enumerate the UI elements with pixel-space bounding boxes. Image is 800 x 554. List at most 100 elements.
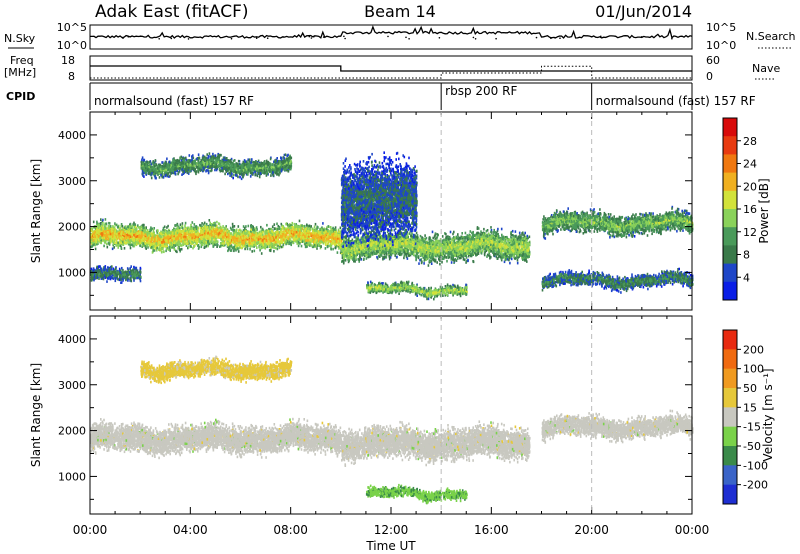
echo-cell <box>264 243 266 246</box>
echo-cell <box>331 242 333 245</box>
echo-cell <box>297 226 299 229</box>
echo-cell <box>227 238 229 241</box>
echo-cell <box>296 231 298 234</box>
echo-cell <box>96 228 98 231</box>
echo-cell <box>189 233 191 236</box>
echo-cell <box>315 223 317 226</box>
echo-cell <box>211 234 213 237</box>
echo-cell <box>110 225 112 228</box>
echo-cell <box>117 246 119 249</box>
echo-cell <box>132 225 134 228</box>
echo-cell <box>187 242 189 245</box>
echo-cell <box>97 232 99 235</box>
echo-cell <box>318 230 320 233</box>
freq-label-line2: [MHz] <box>4 66 36 79</box>
echo-cell <box>247 248 249 251</box>
echo-cell <box>115 244 117 247</box>
echo-cell <box>124 226 126 229</box>
echo-cell <box>210 236 212 239</box>
echo-cell <box>268 242 270 245</box>
echo-cell <box>133 240 135 243</box>
echo-cell <box>289 234 291 237</box>
echo-cell <box>97 241 99 244</box>
echo-cell <box>184 225 186 228</box>
echo-cell <box>142 224 144 227</box>
echo-cell <box>318 244 320 247</box>
echo-cell <box>188 227 190 230</box>
echo-cell <box>119 241 121 244</box>
echo-cell <box>322 241 324 244</box>
echo-cell <box>103 237 105 240</box>
echo-cell <box>254 250 256 253</box>
echo-cell <box>313 232 315 235</box>
echo-cell <box>214 241 216 244</box>
echo-cell <box>258 238 260 241</box>
echo-cell <box>331 239 333 242</box>
echo-cell <box>231 244 233 247</box>
echo-cell <box>127 225 129 228</box>
echo-cell <box>196 238 198 241</box>
echo-cell <box>330 245 332 248</box>
echo-cell <box>251 250 253 253</box>
echo-cell <box>249 239 251 242</box>
echo-cell <box>167 225 169 228</box>
echo-cell <box>335 239 337 242</box>
echo-cell <box>294 223 296 226</box>
echo-cell <box>320 245 322 248</box>
echo-cell <box>179 248 181 251</box>
echo-cell <box>300 236 302 239</box>
echo-cell <box>315 235 317 238</box>
nsearch-tick-bottom: 10^0 <box>706 39 736 52</box>
echo-cell <box>109 229 111 232</box>
echo-cell <box>296 242 298 245</box>
echo-cell <box>137 235 139 238</box>
echo-cell <box>234 225 236 228</box>
nsearch-point <box>600 36 602 38</box>
echo-cell <box>335 234 337 237</box>
echo-cell <box>141 234 143 237</box>
echo-cell <box>244 244 246 247</box>
echo-cell <box>262 239 264 242</box>
echo-cell <box>165 250 167 253</box>
echo-cell <box>90 246 92 249</box>
echo-cell <box>285 241 287 244</box>
echo-cell <box>281 246 283 249</box>
echo-cell <box>130 247 132 250</box>
echo-cell <box>185 229 187 232</box>
echo-cell <box>199 240 201 243</box>
echo-cell <box>310 233 312 236</box>
echo-cell <box>91 239 93 242</box>
echo-cell <box>325 230 327 233</box>
echo-cell <box>113 242 115 245</box>
echo-cell <box>156 249 158 252</box>
nsearch-point <box>122 37 124 39</box>
echo-cell <box>277 237 279 240</box>
echo-cell <box>92 244 94 247</box>
echo-cell <box>109 222 111 225</box>
echo-cell <box>219 235 221 238</box>
echo-cell <box>236 230 238 233</box>
echo-cell <box>327 242 329 245</box>
echo-cell <box>143 242 145 245</box>
nsearch-point <box>408 38 410 40</box>
echo-cell <box>207 229 209 232</box>
echo-cell <box>258 236 260 239</box>
echo-cell <box>173 237 175 240</box>
nsearch-point <box>495 38 497 40</box>
nave-tick-bottom: 0 <box>706 70 713 83</box>
echo-cell <box>210 226 212 229</box>
echo-cell <box>106 234 108 237</box>
echo-cell <box>216 228 218 231</box>
echo-cell <box>202 231 204 234</box>
echo-cell <box>114 236 116 239</box>
echo-cell <box>314 241 316 244</box>
echo-cell <box>101 234 103 237</box>
echo-cell <box>100 222 102 225</box>
echo-cell <box>220 238 222 241</box>
echo-cell <box>94 231 96 234</box>
echo-cell <box>149 232 151 235</box>
echo-cell <box>122 225 124 228</box>
echo-cell <box>204 246 206 249</box>
